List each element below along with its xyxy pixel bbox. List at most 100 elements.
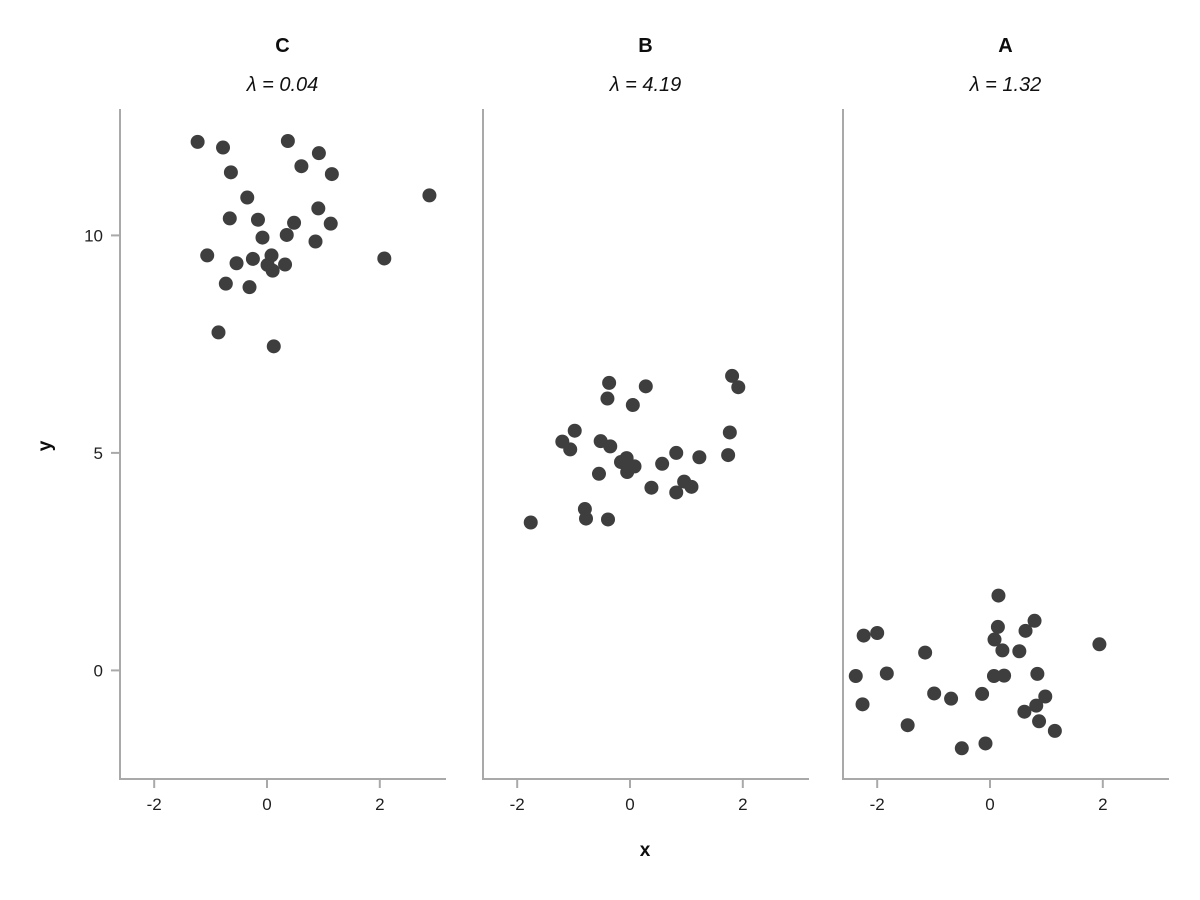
data-point — [294, 159, 309, 174]
data-point — [308, 234, 323, 249]
data-point — [600, 391, 615, 406]
data-point — [255, 230, 270, 245]
data-point — [918, 645, 933, 660]
data-point — [669, 485, 684, 500]
y-axis-title: y — [35, 440, 56, 452]
data-point — [579, 511, 594, 526]
data-point — [523, 515, 538, 530]
data-point — [613, 455, 628, 470]
data-point — [229, 256, 244, 271]
data-point — [211, 325, 226, 340]
data-point — [223, 165, 238, 180]
data-point — [591, 466, 606, 481]
data-point — [1017, 704, 1032, 719]
facet-panel-B: -2 0 2 — [482, 109, 809, 814]
data-point — [944, 691, 959, 706]
data-point — [200, 248, 215, 263]
data-point — [278, 257, 293, 272]
data-point — [311, 201, 326, 216]
data-point — [725, 368, 740, 383]
x-tick-label: 2 — [375, 795, 384, 814]
data-point — [995, 643, 1010, 658]
facet-panel-A: -2 0 2 — [842, 109, 1169, 814]
data-point — [1027, 613, 1042, 628]
data-point — [1038, 689, 1053, 704]
x-tick-label: 2 — [738, 795, 747, 814]
data-point — [1030, 666, 1045, 681]
y-tick-label: 5 — [94, 444, 103, 463]
data-point — [603, 439, 618, 454]
data-point — [990, 619, 1005, 634]
data-point — [602, 375, 617, 390]
data-point — [927, 686, 942, 701]
data-point — [722, 425, 737, 440]
data-point — [987, 632, 1002, 647]
data-point — [266, 339, 281, 354]
data-point — [601, 512, 616, 527]
facet-subtitle: λ = 1.32 — [969, 74, 1042, 96]
x-tick-label: 0 — [625, 795, 634, 814]
data-point — [879, 666, 894, 681]
facet-subtitle: λ = 4.19 — [609, 74, 682, 96]
facet-title: B — [638, 35, 653, 57]
data-point — [242, 280, 257, 295]
data-point — [1032, 714, 1047, 729]
x-tick-label: 0 — [985, 795, 994, 814]
data-point — [644, 480, 659, 495]
data-point — [1092, 637, 1107, 652]
x-tick-label: -2 — [147, 795, 162, 814]
data-point — [856, 628, 871, 643]
data-point — [986, 669, 1001, 684]
data-point — [377, 251, 392, 266]
data-point — [287, 215, 302, 230]
x-tick-label: -2 — [510, 795, 525, 814]
data-point — [245, 251, 260, 266]
data-point — [848, 669, 863, 684]
data-point — [265, 263, 280, 278]
data-point — [567, 423, 582, 438]
data-point — [1018, 623, 1033, 638]
data-point — [1047, 723, 1062, 738]
data-point — [975, 686, 990, 701]
data-point — [855, 697, 870, 712]
data-point — [721, 448, 736, 463]
data-point — [692, 450, 707, 465]
data-point — [324, 167, 339, 182]
y-tick-label: 10 — [84, 226, 103, 245]
data-point — [218, 276, 233, 291]
data-point — [655, 456, 670, 471]
y-tick-label: 0 — [94, 661, 103, 680]
data-point — [190, 134, 205, 149]
data-point — [684, 479, 699, 494]
x-tick-label: 2 — [1098, 795, 1107, 814]
data-point — [731, 380, 746, 395]
facet-title: C — [275, 35, 290, 57]
x-tick-label: 0 — [262, 795, 271, 814]
data-point — [422, 188, 437, 203]
data-point — [240, 190, 255, 205]
data-point — [279, 227, 294, 242]
data-point — [954, 741, 969, 756]
facet-subtitle: λ = 0.04 — [246, 74, 319, 96]
data-point — [222, 211, 237, 226]
data-point — [978, 736, 993, 751]
data-point — [991, 588, 1006, 603]
data-point — [638, 379, 653, 394]
data-point — [870, 625, 885, 640]
data-point — [280, 134, 295, 149]
facet-title: A — [998, 35, 1013, 57]
data-point — [997, 668, 1012, 683]
data-point — [620, 465, 635, 480]
data-point — [1029, 698, 1044, 713]
x-axis-title: x — [639, 840, 651, 861]
data-point — [669, 445, 684, 460]
data-point — [216, 140, 231, 155]
data-point — [1012, 644, 1027, 659]
data-point — [563, 442, 578, 457]
data-point — [311, 146, 326, 161]
facet-panel-C: -2 0 2 10 5 0 — [84, 109, 446, 814]
